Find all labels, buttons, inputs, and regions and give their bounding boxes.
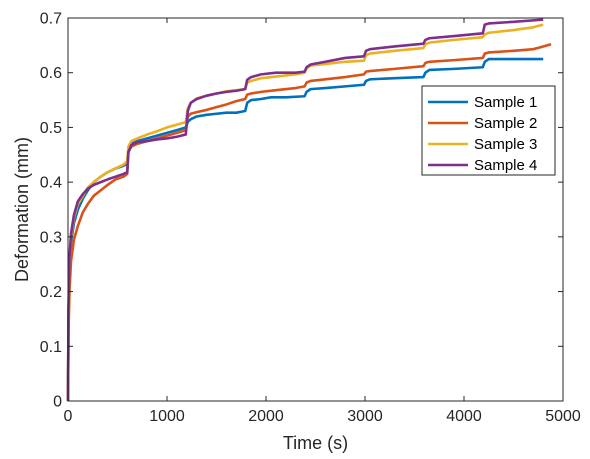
y-tick-label: 0.6 — [40, 65, 62, 82]
series-line-4 — [66, 18, 544, 402]
x-tick-label: 0 — [64, 408, 73, 425]
x-axis-label: Time (s) — [283, 433, 348, 453]
y-tick-label: 0.3 — [40, 229, 62, 246]
y-tick-label: 0 — [53, 394, 62, 411]
y-tick-label: 0.2 — [40, 284, 62, 301]
series-layer — [66, 18, 552, 402]
legend-label-1: Sample 1 — [474, 94, 537, 111]
series-line-2 — [66, 43, 552, 402]
y-tick-label: 0.1 — [40, 339, 62, 356]
plot-area — [68, 18, 563, 401]
x-tick-label: 1000 — [149, 408, 185, 425]
x-tick-label: 3000 — [347, 408, 383, 425]
axes-box — [67, 17, 564, 402]
x-tick-label: 5000 — [545, 408, 581, 425]
legend-label-3: Sample 3 — [474, 136, 537, 153]
y-axis-label: Deformation (mm) — [12, 137, 32, 282]
y-tick-label: 0.5 — [40, 120, 62, 137]
y-axis-ticks: 0 0.1 0.2 0.3 0.4 0.5 0.6 0.7 — [40, 11, 563, 411]
x-tick-label: 2000 — [248, 408, 284, 425]
y-tick-label: 0.7 — [40, 11, 62, 28]
x-tick-label: 4000 — [446, 408, 482, 425]
x-axis-ticks: 0 1000 2000 3000 4000 5000 — [64, 18, 581, 425]
legend-label-2: Sample 2 — [474, 115, 537, 132]
legend-label-4: Sample 4 — [474, 157, 537, 174]
legend: Sample 1 Sample 2 Sample 3 Sample 4 — [421, 85, 556, 176]
y-tick-label: 0.4 — [40, 175, 62, 192]
